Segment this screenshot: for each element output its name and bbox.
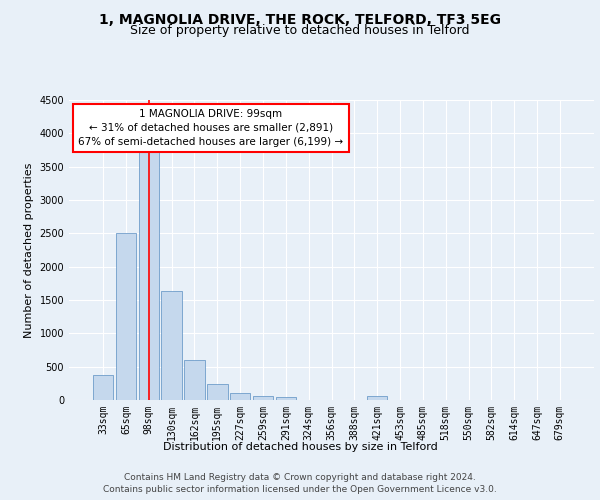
Bar: [230, 393, 250, 400]
Bar: [207, 384, 227, 400]
Bar: [139, 152, 159, 400]
Text: 1 MAGNOLIA DRIVE: 99sqm
← 31% of detached houses are smaller (2,891)
67% of semi: 1 MAGNOLIA DRIVE: 99sqm ← 31% of detache…: [78, 109, 343, 147]
Bar: [367, 396, 388, 400]
Bar: [275, 397, 296, 400]
Y-axis label: Number of detached properties: Number of detached properties: [24, 162, 34, 338]
Bar: [116, 234, 136, 400]
Text: Distribution of detached houses by size in Telford: Distribution of detached houses by size …: [163, 442, 437, 452]
Bar: [161, 290, 182, 400]
Text: 1, MAGNOLIA DRIVE, THE ROCK, TELFORD, TF3 5EG: 1, MAGNOLIA DRIVE, THE ROCK, TELFORD, TF…: [99, 12, 501, 26]
Text: Size of property relative to detached houses in Telford: Size of property relative to detached ho…: [130, 24, 470, 37]
Bar: [93, 374, 113, 400]
Bar: [253, 396, 273, 400]
Text: Contains public sector information licensed under the Open Government Licence v3: Contains public sector information licen…: [103, 485, 497, 494]
Text: Contains HM Land Registry data © Crown copyright and database right 2024.: Contains HM Land Registry data © Crown c…: [124, 472, 476, 482]
Bar: [184, 360, 205, 400]
